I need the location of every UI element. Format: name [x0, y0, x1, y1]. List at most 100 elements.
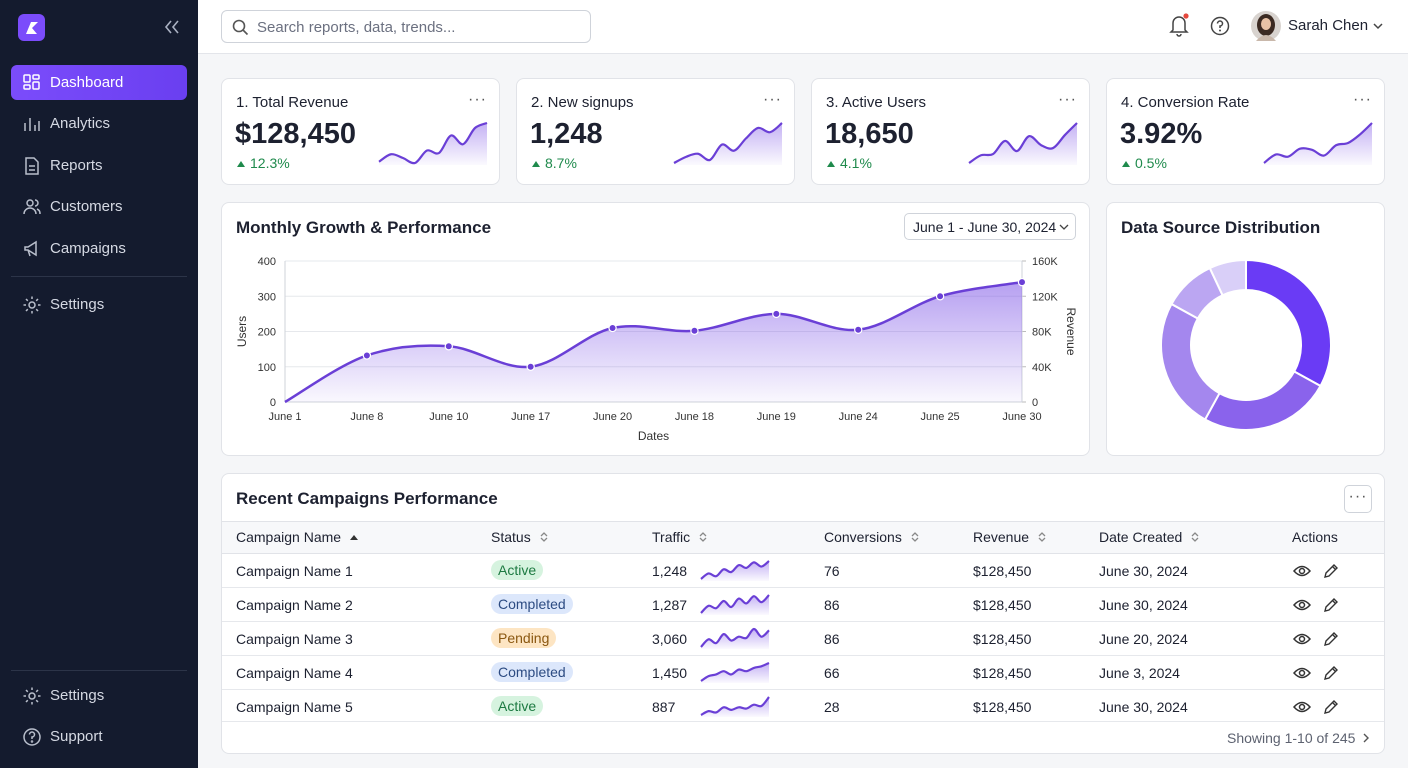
- y-tick-label: 400: [258, 256, 276, 268]
- kpi-menu[interactable]: ···: [763, 91, 782, 108]
- sparkline: [700, 661, 770, 682]
- column-header[interactable]: Campaign Name: [236, 529, 359, 545]
- view-button[interactable]: [1293, 666, 1311, 680]
- column-header[interactable]: Traffic: [652, 529, 708, 545]
- edit-button[interactable]: [1323, 665, 1339, 681]
- y2-tick-label: 40K: [1032, 362, 1052, 374]
- column-header-label: Revenue: [973, 529, 1030, 545]
- x-tick-label: June 8: [350, 411, 383, 423]
- view-button[interactable]: [1293, 598, 1311, 612]
- user-menu[interactable]: [1372, 21, 1384, 31]
- nav-item[interactable]: Analytics: [11, 106, 187, 141]
- sparkline-area: [1264, 123, 1372, 165]
- edit-button[interactable]: [1323, 699, 1339, 715]
- kpi-menu[interactable]: ···: [1353, 91, 1372, 108]
- sparkline: [700, 560, 770, 580]
- donut-chart-card: Data Source Distribution: [1106, 202, 1385, 456]
- row-divider: [222, 655, 1384, 656]
- cell-name: Campaign Name 3: [236, 631, 353, 647]
- traffic-sparkline: [700, 560, 770, 581]
- column-header[interactable]: Status: [491, 529, 549, 545]
- cell-conversions: 86: [824, 631, 840, 647]
- point: [935, 292, 945, 301]
- kpi-change-box: 8.7%: [531, 155, 577, 171]
- x-tick-label: June 1: [268, 411, 301, 423]
- date-range: June 1 - June 30, 2024: [913, 219, 1057, 235]
- line-chart: 0 100 200 300 400 0 40K 80K 120K 160K June 1 June 8…: [235, 256, 1078, 443]
- y-tick-label: 100: [258, 362, 276, 374]
- nav-item[interactable]: Settings: [11, 678, 187, 713]
- campaign-table-card: Recent Campaigns Performance ··· Showing…: [221, 473, 1385, 754]
- nav-item[interactable]: Reports: [11, 148, 187, 183]
- edit-button[interactable]: [1323, 563, 1339, 579]
- kpi-sparkline: [968, 122, 1078, 165]
- donut-chart: [1160, 258, 1332, 431]
- notifications[interactable]: [1169, 13, 1191, 37]
- nav-item[interactable]: Support: [11, 719, 187, 754]
- kpi-change: 8.7%: [545, 155, 577, 171]
- kpi-menu[interactable]: ···: [468, 91, 487, 108]
- cell-traffic: 1,450: [652, 665, 688, 681]
- edit-button[interactable]: [1323, 597, 1339, 613]
- table-menu[interactable]: ···: [1344, 485, 1372, 513]
- view-button[interactable]: [1293, 700, 1311, 714]
- nav-label: Analytics: [50, 115, 111, 132]
- edit-button[interactable]: [1323, 631, 1339, 647]
- traffic-sparkline: [700, 661, 770, 683]
- kpi-title: 4. Conversion Rate: [1121, 94, 1250, 111]
- nav-item[interactable]: Campaigns: [11, 231, 187, 266]
- nav-label: Settings: [50, 296, 105, 313]
- kpi-card: 1. Total Revenue ··· $128,450 12.3%: [221, 78, 500, 185]
- point: [362, 351, 372, 360]
- cell-revenue: $128,450: [973, 665, 1032, 681]
- column-header[interactable]: Date Created: [1099, 529, 1200, 545]
- x-axis-label: Dates: [638, 429, 669, 443]
- table-header: [222, 521, 1384, 554]
- help[interactable]: [1210, 16, 1230, 36]
- nav-label: Customers: [50, 198, 123, 215]
- nav-item[interactable]: Dashboard: [11, 65, 187, 100]
- cell-revenue: $128,450: [973, 699, 1032, 715]
- search-placeholder: Search reports, data, trends...: [257, 19, 456, 36]
- row-divider: [222, 621, 1384, 622]
- nav-item[interactable]: Customers: [11, 189, 187, 224]
- nav-label: Support: [50, 728, 103, 745]
- kpi-change-box: 12.3%: [236, 155, 290, 171]
- search-box[interactable]: Search reports, data, trends...: [221, 10, 591, 43]
- point: [690, 326, 699, 335]
- cell-date: June 3, 2024: [1099, 665, 1180, 681]
- column-header[interactable]: Revenue: [973, 529, 1047, 545]
- view-button[interactable]: [1293, 632, 1311, 646]
- view-button[interactable]: [1293, 564, 1311, 578]
- x-tick-label: June 30: [1002, 411, 1041, 423]
- kpi-change: 12.3%: [250, 155, 290, 171]
- row-divider: [222, 689, 1384, 690]
- status-badge: Active: [491, 560, 544, 580]
- sparkline-area: [674, 123, 782, 165]
- user-name[interactable]: Sarah Chen: [1288, 17, 1369, 34]
- collapse-button[interactable]: [164, 20, 180, 34]
- status-badge: Completed: [491, 662, 573, 682]
- cell-name: Campaign Name 5: [236, 699, 353, 715]
- chart-title: Monthly Growth & Performance: [236, 218, 492, 237]
- avatar[interactable]: [1251, 11, 1281, 41]
- sidebar: Dashboard Analytics Reports Customers Campai…: [0, 0, 198, 768]
- status-badge: Active: [491, 696, 544, 716]
- column-header[interactable]: Conversions: [824, 529, 920, 545]
- kpi-menu[interactable]: ···: [1058, 91, 1077, 108]
- x-tick-label: June 25: [921, 411, 960, 423]
- y2-tick-label: 0: [1032, 397, 1038, 409]
- column-header-label: Conversions: [824, 529, 902, 545]
- point: [854, 325, 863, 334]
- date-range-picker[interactable]: June 1 - June 30, 2024: [904, 213, 1076, 240]
- kpi-value: 18,650: [825, 118, 914, 150]
- kpi-value: $128,450: [235, 118, 356, 150]
- kpi-change-box: 0.5%: [1121, 155, 1167, 171]
- row-divider: [222, 587, 1384, 588]
- cell-traffic: 1,287: [652, 597, 688, 613]
- next-page[interactable]: [1361, 732, 1371, 744]
- cell-revenue: $128,450: [973, 597, 1032, 613]
- logo: [18, 14, 45, 41]
- traffic-sparkline: [700, 594, 770, 615]
- nav-item[interactable]: Settings: [11, 287, 187, 322]
